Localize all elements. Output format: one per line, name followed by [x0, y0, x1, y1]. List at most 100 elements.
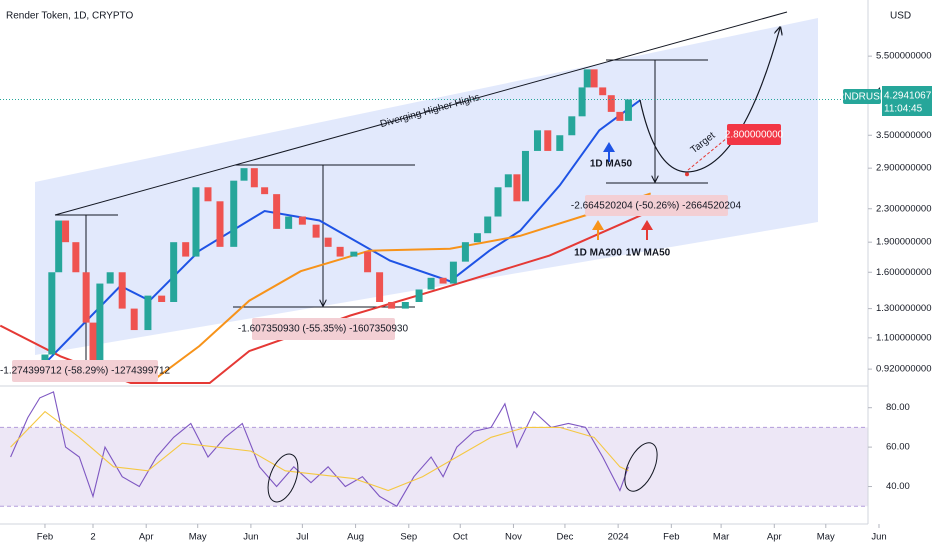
price-box — [882, 86, 932, 116]
candle — [513, 174, 521, 202]
arrow — [641, 220, 653, 240]
symbol: RNDRUSD — [837, 92, 887, 103]
candle — [504, 174, 512, 188]
candle — [72, 242, 80, 273]
x-tick-label: 2 — [90, 532, 95, 543]
candle — [401, 301, 409, 309]
candle — [261, 187, 269, 195]
overlay: Diverging Higher Highs Target -1.2743997… — [0, 28, 784, 503]
y-tick-label: 40.00 — [886, 481, 910, 492]
y-tick-label: 80.00 — [886, 402, 910, 413]
x-tick-label: Jun — [243, 532, 258, 543]
x-tick-label: Feb — [663, 532, 679, 543]
candle — [484, 216, 492, 234]
y-tick-label: 2.900000000 — [876, 163, 931, 174]
candle — [230, 180, 238, 247]
measure-text: -1.607350930 (-55.35%) -1607350930 — [238, 324, 409, 335]
line-series — [10, 410, 629, 492]
candle — [204, 187, 212, 202]
highlight — [267, 453, 299, 503]
candle — [192, 187, 200, 257]
y-tick-label: 2.300000000 — [876, 203, 931, 214]
y-tick-label: 1.900000000 — [876, 237, 931, 248]
candle — [616, 111, 624, 121]
y-tick-label: 0.920000000 — [876, 364, 931, 375]
target-link — [687, 137, 728, 171]
candle — [89, 322, 97, 364]
countdown: 11:04:45 — [884, 104, 923, 115]
x-tick-label: Mar — [713, 532, 729, 543]
line-series — [149, 192, 652, 384]
candle — [240, 168, 248, 181]
candle — [544, 130, 552, 151]
candle — [55, 220, 63, 273]
candle — [324, 237, 332, 247]
x-tick-label: Nov — [505, 532, 522, 543]
trend-line — [54, 11, 788, 216]
candle — [364, 251, 372, 273]
candle — [144, 295, 152, 331]
candle — [158, 295, 166, 302]
rsi-band — [0, 427, 868, 507]
x-tick-label: Aug — [347, 532, 364, 543]
target-point — [685, 172, 689, 177]
candle — [130, 308, 138, 331]
candle — [96, 283, 104, 364]
series-label: 1D MA50 — [590, 159, 633, 170]
series-label: 1D MA200 — [574, 248, 622, 259]
candle — [439, 277, 447, 284]
candle — [298, 216, 306, 225]
arrow — [603, 142, 615, 162]
candle — [48, 272, 56, 355]
last-price: 4.294106719 — [884, 91, 932, 102]
x-tick-label: Sep — [400, 532, 417, 543]
currency: USD — [890, 11, 911, 22]
x-tick-label: Dec — [556, 532, 573, 543]
measure-box — [252, 318, 395, 340]
candle — [599, 87, 607, 96]
y-tick-label: 1.600000000 — [876, 267, 931, 278]
y-tick-label: 3.500000000 — [876, 130, 931, 141]
candle — [250, 168, 258, 188]
candle — [182, 242, 190, 257]
candle — [578, 87, 586, 117]
candle — [473, 233, 481, 243]
candle — [449, 261, 457, 284]
candle — [583, 69, 591, 88]
candle — [285, 216, 293, 229]
candle — [427, 277, 435, 290]
measure-text: -2.664520204 (-50.26%) -2664520204 — [571, 201, 742, 212]
x-tick-label: Oct — [453, 532, 468, 543]
projection-path — [639, 28, 780, 173]
measure-box — [12, 360, 158, 382]
x-tick-label: Apr — [767, 532, 782, 543]
candle — [170, 242, 178, 302]
candle — [590, 69, 598, 88]
highlight — [624, 442, 658, 492]
candle — [376, 272, 384, 302]
rsi-pane — [0, 391, 868, 507]
candle — [350, 251, 358, 257]
x-tick-label: May — [189, 532, 207, 543]
target-box — [727, 124, 781, 145]
title: Render Token, 1D, CRYPTO — [6, 11, 134, 22]
arrow — [592, 220, 604, 240]
candle — [624, 99, 632, 121]
y-tick-label: 1.100000000 — [876, 332, 931, 343]
candle — [118, 272, 126, 309]
candle — [556, 135, 564, 151]
candle — [415, 289, 423, 302]
candle — [62, 220, 70, 243]
candle — [533, 130, 541, 151]
x-tick-label: 2024 — [608, 532, 629, 543]
x-tick-label: May — [817, 532, 835, 543]
price-pane — [0, 11, 868, 384]
candle — [106, 272, 114, 284]
y-tick-label: 1.300000000 — [876, 303, 931, 314]
candle — [336, 246, 344, 257]
candle — [312, 224, 320, 238]
x-tick-label: Feb — [37, 532, 53, 543]
channel — [35, 18, 818, 355]
